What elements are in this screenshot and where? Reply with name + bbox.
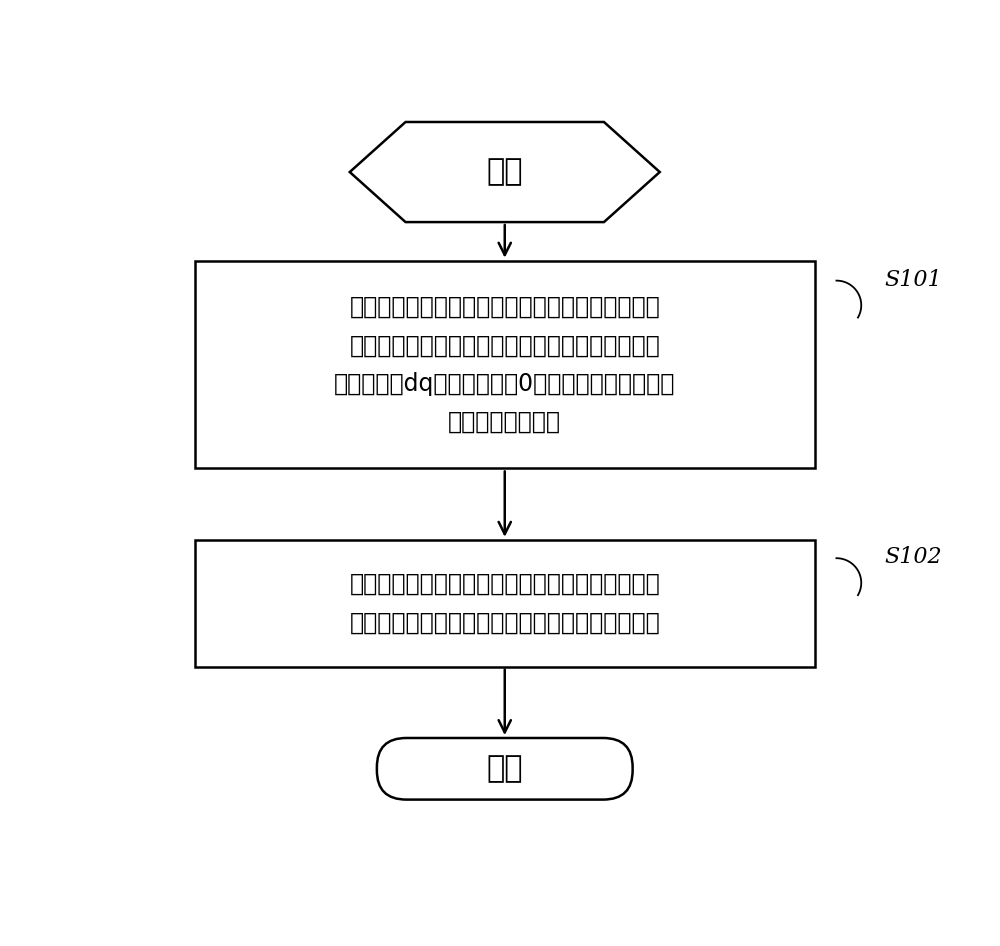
Text: 开始: 开始 — [486, 158, 523, 186]
Text: 依据正反两个方向所对应的电流环输出値以及初始
位置角的预设初始値，计算得到初始位置角标定値: 依据正反两个方向所对应的电流环输出値以及初始 位置角的预设初始値，计算得到初始位… — [349, 572, 660, 635]
Bar — [195, 260, 815, 468]
Bar — [195, 540, 815, 667]
FancyBboxPatch shape — [377, 738, 633, 799]
Polygon shape — [350, 122, 660, 222]
Text: 分别控制永磁同步电机运行在正反两个方向上的特
定转速，并在电机控制器工作于电流环模式且永磁
同步电机的dq轴电流指令为0时，获取相应方向所对
应的电流环输出値: 分别控制永磁同步电机运行在正反两个方向上的特 定转速，并在电机控制器工作于电流环… — [334, 295, 675, 434]
Text: 结束: 结束 — [486, 754, 523, 783]
Text: S102: S102 — [885, 547, 942, 569]
Text: S101: S101 — [885, 269, 942, 290]
